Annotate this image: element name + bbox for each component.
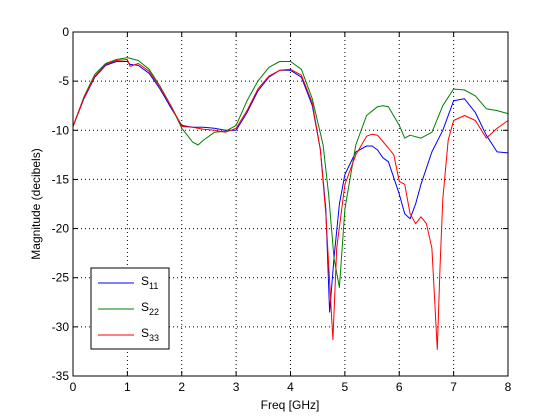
x-axis-label: Freq [GHz] [261, 398, 320, 412]
series-line-s33 [72, 59, 509, 350]
y-tick-label: -30 [52, 320, 70, 334]
legend: S11 S22 S33 [90, 267, 170, 350]
legend-label-s11: S11 [141, 274, 158, 291]
legend-label-s22: S22 [141, 300, 159, 317]
x-tick-label: 7 [450, 380, 457, 394]
ticks: 0 1 2 3 4 5 6 7 8 0 -5 -10 -15 -20 -25 -30 -35 [52, 25, 512, 394]
series-group [72, 57, 509, 350]
y-axis-label: Magnitude (decibels) [29, 148, 43, 259]
x-tick-label: 8 [505, 380, 512, 394]
y-tick-label: -35 [52, 369, 70, 383]
x-tick-label: 6 [396, 380, 403, 394]
x-tick-label: 0 [70, 380, 77, 394]
y-tick-label: -5 [58, 74, 69, 88]
y-tick-label: -15 [52, 172, 70, 186]
x-tick-label: 3 [233, 380, 240, 394]
y-tick-label: -20 [52, 222, 70, 236]
y-tick-label: -25 [52, 271, 70, 285]
y-tick-label: 0 [62, 25, 69, 39]
legend-label-s33: S33 [141, 326, 159, 343]
x-tick-label: 1 [124, 380, 131, 394]
x-tick-label: 2 [178, 380, 185, 394]
x-tick-label: 4 [287, 380, 294, 394]
x-tick-label: 5 [342, 380, 349, 394]
y-tick-label: -10 [52, 123, 70, 137]
series-line-s22 [72, 57, 509, 288]
